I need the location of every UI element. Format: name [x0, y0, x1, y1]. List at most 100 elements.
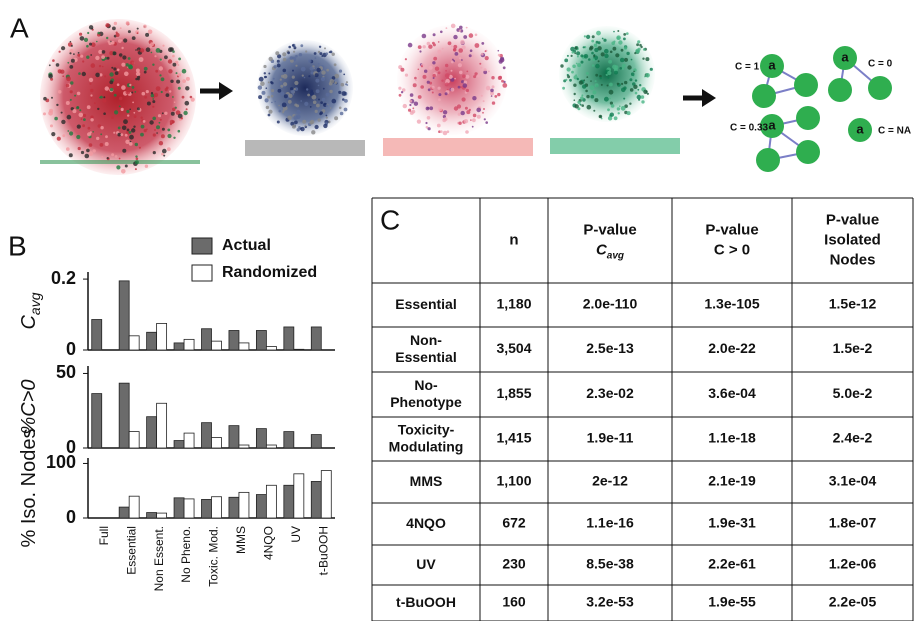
network-node	[637, 89, 639, 91]
network-node	[326, 104, 329, 107]
network-node	[320, 101, 323, 104]
network-node	[476, 108, 481, 113]
network-node	[153, 151, 156, 154]
network-node	[318, 63, 320, 65]
network-node	[270, 81, 273, 84]
network-node	[425, 122, 427, 124]
network-node	[134, 115, 137, 118]
network-node	[82, 72, 86, 76]
network-node	[484, 118, 486, 120]
network-node	[135, 143, 138, 146]
network-node	[412, 107, 414, 109]
y-tick-label: 0	[66, 507, 76, 527]
network-node	[293, 51, 295, 53]
network-node	[66, 76, 71, 81]
network-node	[459, 30, 461, 32]
network-node	[176, 72, 178, 74]
motif-node-label: a	[841, 49, 849, 64]
bar	[284, 485, 294, 518]
network-node	[115, 71, 119, 75]
network-node	[89, 83, 91, 85]
network-node	[147, 102, 151, 106]
network-node	[78, 72, 81, 75]
network-node	[424, 70, 427, 73]
motif-node-label: a	[768, 57, 776, 72]
network-node	[278, 105, 280, 107]
network-node	[433, 74, 436, 77]
network-node	[150, 42, 154, 46]
network-node	[601, 84, 603, 86]
network-node	[151, 92, 153, 94]
network-node	[128, 30, 131, 33]
network-node	[293, 115, 298, 120]
network-node	[325, 52, 328, 55]
network-node	[78, 147, 81, 150]
network-node	[627, 111, 631, 115]
table-cell: 2.3e-02	[586, 385, 634, 401]
network-node	[156, 48, 161, 53]
network-node	[591, 52, 594, 55]
network-node	[137, 28, 139, 30]
network-node	[585, 56, 587, 58]
network-node	[155, 70, 158, 73]
network-node	[142, 92, 146, 96]
network-node	[344, 99, 348, 103]
y-axis-label-main: C	[18, 315, 40, 330]
network-node	[146, 129, 148, 131]
network-node	[287, 116, 292, 121]
table-cell: 3,504	[496, 340, 531, 356]
arrow-head	[702, 89, 716, 107]
table-text: t-BuOOH	[396, 594, 456, 610]
network-node	[141, 125, 145, 129]
network-node	[275, 51, 279, 55]
bar	[174, 343, 184, 350]
network-node	[446, 27, 448, 29]
bar	[184, 433, 194, 448]
network-node	[99, 97, 101, 99]
network-node	[586, 95, 589, 98]
network-node	[131, 92, 133, 94]
network-node	[624, 58, 628, 62]
network-node	[275, 101, 277, 103]
network-node	[475, 34, 478, 37]
network-node	[126, 21, 130, 25]
network-node	[453, 35, 457, 39]
network-node	[611, 41, 615, 45]
network-node	[108, 42, 112, 46]
network-node	[290, 87, 293, 90]
network-node	[116, 33, 120, 37]
network-node	[614, 116, 618, 120]
network-node	[608, 116, 612, 120]
network-node	[483, 100, 485, 102]
network-node	[500, 57, 504, 61]
motif-label: C = 0	[868, 59, 893, 70]
network-node	[95, 73, 100, 78]
network-node	[140, 133, 144, 137]
table-text: UV	[416, 556, 436, 572]
network-node	[79, 33, 82, 36]
network-node	[620, 58, 625, 63]
table-cell: 1.9e-55	[708, 594, 756, 610]
network-node	[81, 151, 84, 154]
network-node	[613, 47, 617, 51]
network-node	[66, 84, 69, 87]
network-node	[152, 98, 154, 100]
network-node	[482, 112, 484, 114]
network-node	[594, 48, 598, 52]
network-node	[599, 115, 601, 117]
network-node	[645, 57, 649, 61]
table-text: Essential	[395, 296, 456, 312]
bar	[212, 438, 222, 448]
network-node	[109, 72, 113, 76]
network-node	[144, 71, 147, 74]
bar	[239, 343, 249, 350]
table-text: P-value	[583, 221, 636, 238]
table-text-line: Non-	[410, 332, 442, 348]
network-node	[137, 50, 139, 52]
network-node	[57, 137, 61, 141]
network-node	[602, 38, 604, 40]
network-node	[102, 50, 106, 54]
network-node	[346, 81, 348, 83]
network-node	[466, 27, 468, 29]
network-node	[607, 77, 609, 79]
